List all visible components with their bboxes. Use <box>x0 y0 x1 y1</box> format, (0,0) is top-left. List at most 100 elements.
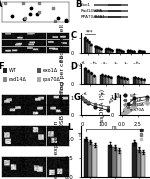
Point <box>142 151 144 154</box>
Bar <box>133 52 135 53</box>
Point <box>96 46 99 49</box>
Point <box>98 46 101 49</box>
Text: D: D <box>70 62 78 71</box>
rad14Δ <box>124 111 126 113</box>
Point <box>122 50 124 53</box>
Point <box>120 49 122 52</box>
Bar <box>136 78 140 84</box>
Text: Rad14/XPA: Rad14/XPA <box>81 9 103 13</box>
Point <box>118 49 120 51</box>
Point <box>133 50 135 53</box>
Point <box>116 49 118 51</box>
WT <box>87 102 89 104</box>
Point <box>65 18 67 21</box>
Point <box>138 149 140 151</box>
Text: L: L <box>67 123 72 132</box>
Point <box>141 50 144 53</box>
Point <box>109 48 111 51</box>
Bar <box>96 47 98 53</box>
Point <box>140 78 142 81</box>
Point <box>111 49 113 52</box>
Text: G: G <box>74 93 80 102</box>
Bar <box>142 52 144 53</box>
X-axis label: Time (h): Time (h) <box>121 133 147 138</box>
Point <box>93 74 96 76</box>
Bar <box>117 151 121 177</box>
Point <box>134 76 136 79</box>
Point <box>120 49 122 52</box>
Bar <box>111 50 113 53</box>
Text: I: I <box>113 93 116 102</box>
Point <box>137 50 140 52</box>
Bar <box>103 76 106 84</box>
rad14Δ <box>127 109 129 111</box>
Point <box>140 78 142 81</box>
Bar <box>94 10 128 12</box>
Bar <box>84 139 88 177</box>
rad14Δ <box>146 100 148 102</box>
Point <box>94 144 96 147</box>
Point <box>137 77 139 80</box>
Text: C: C <box>70 31 77 40</box>
WT <box>81 97 83 99</box>
Point <box>129 49 131 52</box>
Point <box>52 7 54 10</box>
Bar <box>108 16 121 18</box>
Bar <box>140 51 142 53</box>
Bar <box>140 79 142 84</box>
Point <box>143 50 146 53</box>
rpa70Δ <box>127 110 129 112</box>
Bar <box>120 77 123 84</box>
rad14Δ <box>134 104 135 106</box>
Point <box>107 47 109 50</box>
Point <box>118 149 120 152</box>
Point <box>85 137 87 140</box>
Bar <box>37 77 41 82</box>
Bar <box>105 49 107 53</box>
Text: exo1Δ: exo1Δ <box>43 68 58 73</box>
Point <box>134 75 136 78</box>
Bar <box>94 16 128 18</box>
Point <box>137 76 139 79</box>
Point <box>87 41 90 44</box>
Bar <box>132 143 137 177</box>
Point <box>30 6 32 9</box>
Point <box>89 141 92 144</box>
Point <box>127 50 129 52</box>
Point <box>117 75 120 78</box>
exo1Δ <box>146 98 148 100</box>
Bar <box>108 145 112 177</box>
Legend: , , : , , <box>139 128 146 143</box>
Bar <box>129 50 131 53</box>
Point <box>90 72 93 75</box>
Y-axis label: Relative expression: Relative expression <box>54 121 59 179</box>
Point <box>138 49 140 52</box>
Bar <box>3 68 7 73</box>
Point <box>110 76 112 78</box>
Point <box>83 36 86 39</box>
Point <box>122 50 124 53</box>
Point <box>122 49 124 52</box>
Text: Exo1: Exo1 <box>81 3 91 7</box>
Bar <box>94 46 96 53</box>
Point <box>133 141 135 144</box>
Point <box>89 43 92 46</box>
Point <box>128 49 131 52</box>
Bar <box>116 49 118 53</box>
Point <box>84 67 87 70</box>
Bar <box>37 68 41 73</box>
WT <box>84 100 86 102</box>
Point <box>87 69 90 72</box>
Point <box>29 12 31 15</box>
Point <box>120 76 122 79</box>
Point <box>139 50 142 53</box>
Point <box>109 143 111 146</box>
Point <box>114 146 116 148</box>
Point <box>85 39 88 42</box>
Point <box>109 76 112 79</box>
Bar <box>122 51 124 53</box>
Bar <box>138 50 140 53</box>
Point <box>133 141 136 143</box>
WT <box>124 109 126 111</box>
Point <box>134 75 136 78</box>
